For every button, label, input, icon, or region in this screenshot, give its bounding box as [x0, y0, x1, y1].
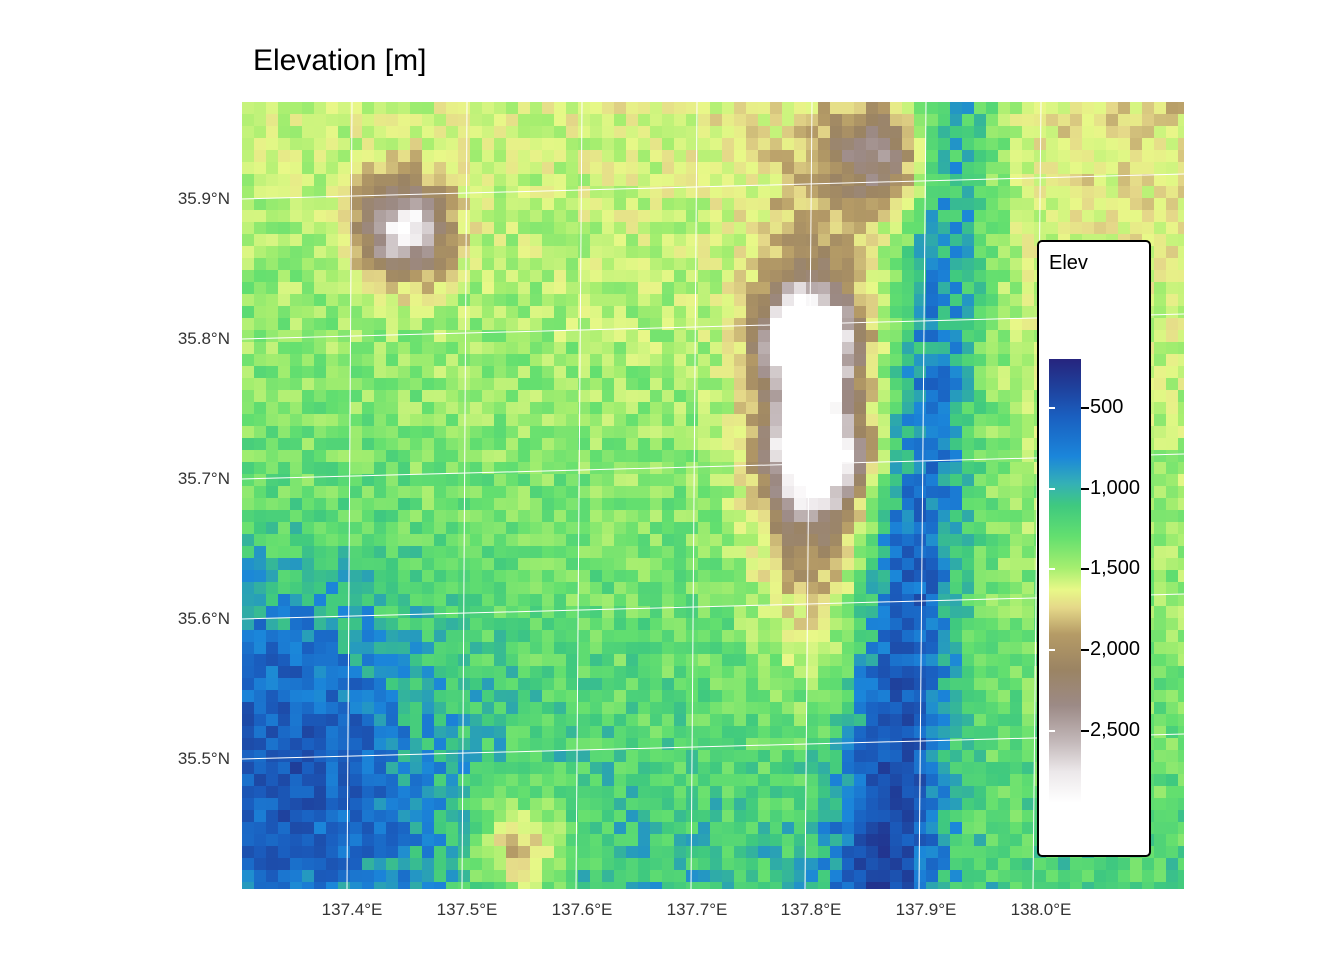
- graticule-meridian: [346, 102, 353, 889]
- lon-label-137-4: 137.4°E: [321, 900, 383, 919]
- lon-label-138-0: 138.0°E: [1010, 900, 1072, 919]
- legend-title: Elev: [1049, 252, 1088, 274]
- lat-label-35-8: 35.8°N: [177, 329, 230, 348]
- lat-label-35-7: 35.7°N: [177, 469, 230, 488]
- lon-label-137-6: 137.6°E: [551, 900, 613, 919]
- graticule-meridian: [690, 102, 698, 889]
- legend-tick-label: 2,500: [1090, 719, 1141, 741]
- graticule-meridian: [804, 102, 813, 889]
- graticule-parallel: [242, 733, 1184, 760]
- lon-label-137-8: 137.8°E: [780, 900, 842, 919]
- legend-tick-label: 2,000: [1090, 638, 1141, 660]
- legend-colorbar: [1049, 359, 1081, 803]
- map-title: Elevation [m]: [253, 44, 427, 77]
- graticule-parallel: [242, 593, 1184, 620]
- graticule-parallel: [242, 173, 1184, 200]
- lon-label-137-5: 137.5°E: [436, 900, 498, 919]
- lat-label-35-6: 35.6°N: [177, 609, 230, 628]
- lat-label-35-9: 35.9°N: [177, 189, 230, 208]
- legend-tick-label: 500: [1090, 396, 1124, 418]
- lat-label-35-5: 35.5°N: [177, 749, 230, 768]
- elevation-legend: Elev 500 1,000 1,500 2,000 2,500: [1037, 240, 1151, 857]
- lon-label-137-9: 137.9°E: [895, 900, 957, 919]
- graticule-meridian: [575, 102, 583, 889]
- legend-tick-label: 1,000: [1090, 477, 1141, 499]
- graticule-meridian: [461, 102, 468, 889]
- legend-tick-label: 1,500: [1090, 557, 1141, 579]
- graticule-parallel: [242, 453, 1184, 480]
- graticule-meridian: [918, 102, 927, 889]
- graticule-parallel: [242, 313, 1184, 340]
- lon-label-137-7: 137.7°E: [666, 900, 728, 919]
